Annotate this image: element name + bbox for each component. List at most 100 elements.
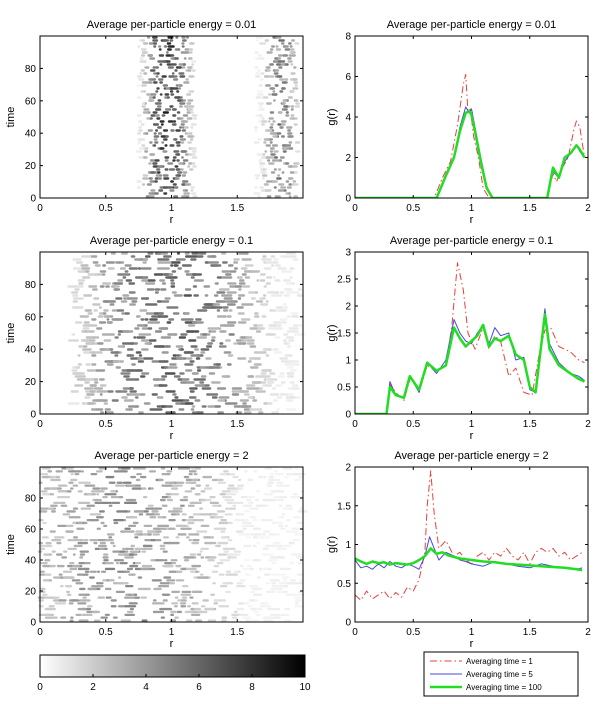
heatmap-cell [176,90,180,93]
heatmap-cell [293,516,301,519]
heatmap-cell [169,90,174,93]
heatmap-cell [75,366,81,369]
heatmap-cell [185,255,198,258]
y-tick-label: 60 [25,312,37,323]
heatmap-cell [74,473,80,476]
heatmap-cell [56,564,65,568]
heatmap-cell [156,87,160,90]
heatmap-cell [195,570,199,573]
heatmap-cell [166,579,176,582]
heatmap-cell [266,291,272,294]
heatmap-cell [288,387,293,390]
heatmap-cell [152,36,157,39]
heatmap-cell [259,567,263,571]
plot-frame [354,466,589,623]
heatmap-cell [155,539,162,542]
heatmap-cell [150,539,156,542]
heatmap-cell [271,294,283,297]
heatmap-cell [120,300,128,303]
heatmap-cell [253,587,263,591]
heatmap-cell [163,255,172,258]
heatmap-cell [244,559,251,562]
heatmap-cell [247,478,254,482]
heatmap-cell [104,408,111,411]
heatmap-cell [39,570,45,573]
heatmap-cell [134,258,143,261]
heatmap-cell [114,336,119,339]
heatmap-cell [148,192,155,195]
heatmap-cell [136,180,142,183]
heatmap-cell [99,378,105,381]
heatmap-cell [288,42,292,45]
heatmap-cell [104,613,110,616]
heatmap-cell [158,48,162,51]
heatmap-cell [139,72,143,75]
heatmap-cell [216,291,226,294]
heatmap-cell [137,141,142,144]
heatmap-cell [264,156,271,159]
heatmap-cell [176,144,181,147]
heatmap-cell [157,132,163,135]
heatmap-cell [277,174,280,177]
heatmap-cell [290,90,295,93]
heatmap-cell [126,297,138,300]
heatmap-cell [207,327,222,330]
heatmap-cell [252,610,260,614]
heatmap-cell [91,408,97,411]
heatmap-cell [200,547,209,550]
heatmap-cell [124,613,135,616]
heatmap-cell [249,507,259,510]
heatmap-cell [259,96,263,99]
heatmap-cell [193,117,197,120]
heatmap-cell [294,396,301,399]
heatmap-cell [139,60,145,63]
heatmap-cell [38,541,44,545]
heatmap-cell [156,267,170,270]
heatmap-cell [279,504,283,507]
heatmap-cell [269,150,274,153]
heatmap-cell [276,132,282,135]
heatmap-cell [63,576,75,579]
heatmap-cell [138,513,144,516]
heatmap-cell [288,195,292,198]
heatmap-cell [173,150,180,153]
heatmap-cell [110,605,117,608]
heatmap-cell [72,521,77,525]
heatmap-cell [152,378,160,381]
heatmap-cell [173,78,179,81]
heatmap-cell [263,285,268,288]
heatmap-cell [161,114,166,117]
heatmap-cell [115,261,122,264]
heatmap-cell [124,264,132,267]
heatmap-cell [157,384,168,387]
heatmap-cell [233,267,238,270]
heatmap-cell [283,255,289,258]
heatmap-cell [137,357,142,360]
heatmap-cell [113,519,124,522]
heatmap-cell [238,288,242,291]
heatmap-cell [152,533,160,536]
heatmap-cell [154,177,159,180]
heatmap-cell [258,411,264,414]
heatmap-cell [173,375,181,378]
heatmap-cell [291,384,299,387]
heatmap-cell [144,81,150,84]
heatmap-cell [205,357,212,360]
heatmap-cell [252,544,257,548]
heatmap-cell [246,524,255,527]
heatmap-cell [137,587,151,591]
heatmap-cell [271,180,278,183]
heatmap-cell [259,162,266,165]
heatmap-cell [161,484,170,487]
heatmap-cell [106,318,110,321]
heatmap-cell [177,99,182,102]
heatmap-cell [77,490,83,493]
heatmap-cell [180,593,192,596]
heatmap-cell [94,408,104,411]
heatmap-cell [158,327,168,330]
x-tick-label: 1.5 [230,419,244,430]
heatmap-cell [220,530,226,533]
heatmap-cell [143,357,154,360]
heatmap-cell [171,123,177,126]
heatmap-cell [172,87,179,90]
